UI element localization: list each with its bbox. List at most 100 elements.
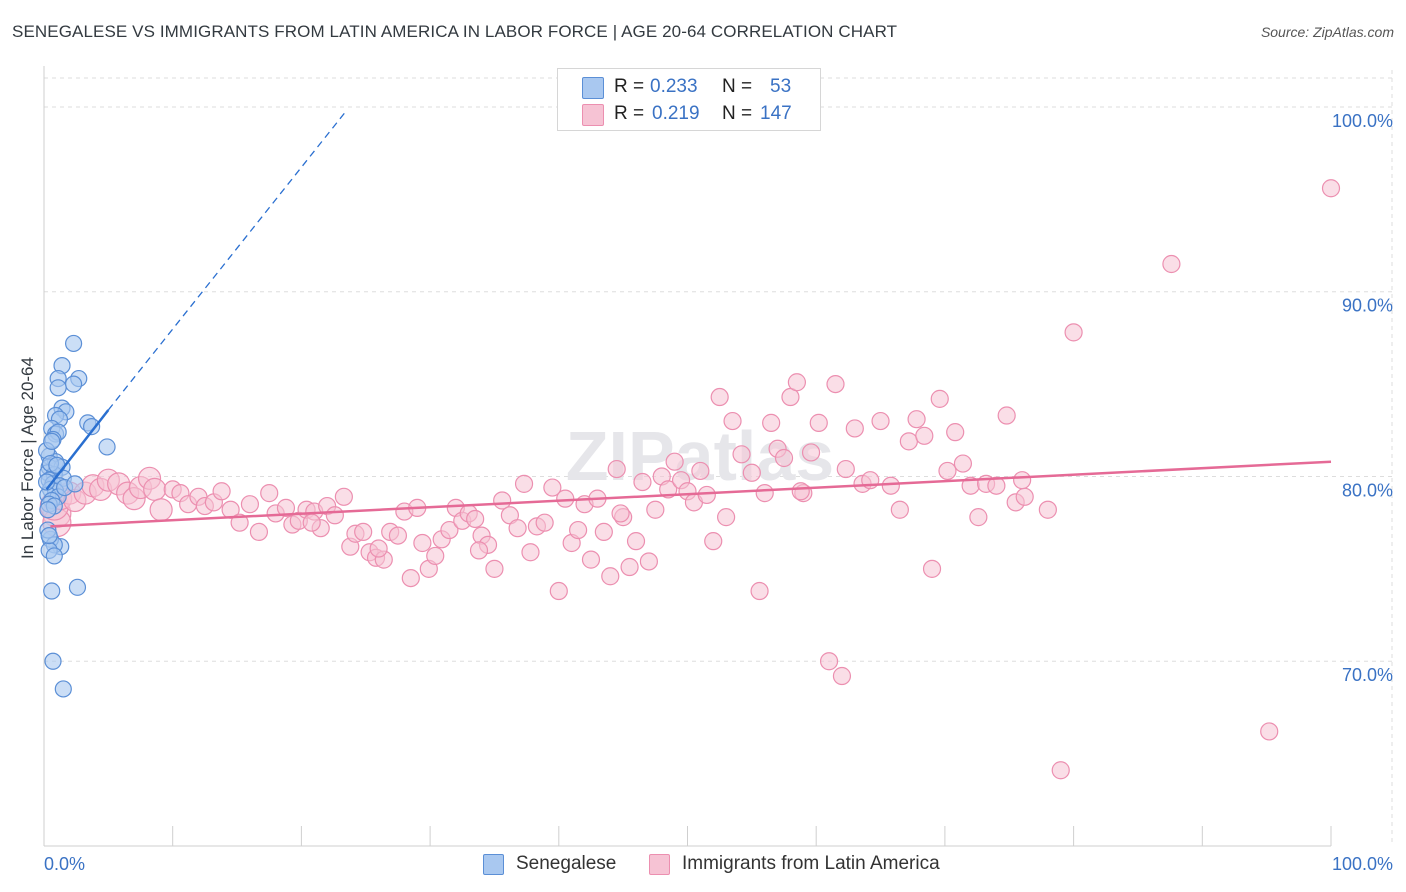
data-point-latin-america xyxy=(413,533,432,553)
data-point-latin-america xyxy=(1064,323,1083,342)
data-point-latin-america xyxy=(704,532,723,551)
data-point-latin-america xyxy=(907,410,926,429)
legend-n-label: N = xyxy=(722,103,753,124)
data-point-senegalese xyxy=(98,438,116,456)
data-point-latin-america xyxy=(620,557,639,577)
data-point-senegalese xyxy=(39,501,57,519)
data-point-latin-america xyxy=(723,411,742,431)
data-point-latin-america xyxy=(665,452,684,471)
data-point-latin-america xyxy=(930,389,949,408)
data-point-senegalese xyxy=(65,375,83,393)
data-point-latin-america xyxy=(230,513,249,532)
data-point-latin-america xyxy=(832,666,852,686)
data-point-latin-america xyxy=(819,652,839,671)
data-point-latin-america xyxy=(969,508,988,527)
data-point-latin-america xyxy=(845,419,864,438)
data-point-latin-america xyxy=(611,504,630,523)
data-point-senegalese xyxy=(44,652,62,670)
legend-swatch-pink xyxy=(582,104,604,126)
data-point-latin-america xyxy=(717,508,736,527)
data-point-latin-america xyxy=(543,478,562,497)
y-axis-label: In Labor Force | Age 20-64 xyxy=(18,357,37,559)
data-point-latin-america xyxy=(890,500,909,519)
legend-label-latin-america: Immigrants from Latin America xyxy=(682,853,940,874)
data-point-latin-america xyxy=(607,459,626,479)
data-point-latin-america xyxy=(836,459,855,479)
data-point-latin-america xyxy=(212,482,231,501)
data-point-latin-america xyxy=(302,513,321,532)
data-point-latin-america xyxy=(249,522,269,542)
data-point-latin-america xyxy=(1051,761,1070,780)
data-point-latin-america xyxy=(639,552,658,571)
data-point-senegalese xyxy=(83,417,101,436)
legend-r-label: R = xyxy=(614,103,645,124)
y-tick-labels: 70.0% 80.0% 90.0% 100.0% xyxy=(1332,111,1393,685)
data-point-latin-america xyxy=(469,541,489,560)
data-point-senegalese xyxy=(68,578,87,596)
data-point-latin-america xyxy=(774,448,794,468)
legend-item-senegalese: Senegalese xyxy=(483,852,616,876)
legend-swatch-pink xyxy=(649,853,670,875)
data-point-latin-america xyxy=(938,461,957,481)
data-point-latin-america xyxy=(325,506,344,525)
watermark: ZIPatlas xyxy=(566,417,834,495)
trend-lines xyxy=(45,110,1332,528)
correlation-legend: R = 0.233 N = 53 R = 0.219 N = 147 xyxy=(557,68,821,131)
data-point-latin-america xyxy=(881,476,900,495)
data-point-latin-america xyxy=(697,485,716,505)
data-point-senegalese xyxy=(43,432,61,450)
data-point-latin-america xyxy=(809,413,828,432)
legend-r-label: R = xyxy=(614,76,645,97)
data-point-latin-america xyxy=(521,543,540,562)
data-point-latin-america xyxy=(354,522,373,542)
data-point-latin-america xyxy=(922,559,942,578)
data-point-latin-america xyxy=(742,463,761,482)
data-point-latin-america xyxy=(276,498,296,517)
source-label: Source: ZipAtlas.com xyxy=(1260,24,1394,40)
data-point-latin-america xyxy=(508,519,527,538)
data-point-latin-america xyxy=(334,487,353,506)
data-point-latin-america xyxy=(388,526,408,545)
legend-item-latin-america: Immigrants from Latin America xyxy=(649,852,940,876)
data-point-latin-america xyxy=(1162,254,1181,274)
data-point-latin-america xyxy=(953,454,973,473)
data-point-senegalese xyxy=(40,526,58,545)
data-point-latin-america xyxy=(801,443,821,462)
data-point-latin-america xyxy=(691,461,710,481)
data-point-latin-america xyxy=(946,423,965,442)
data-point-latin-america xyxy=(369,539,388,558)
data-point-latin-america xyxy=(871,411,890,431)
chart-title: SENEGALESE VS IMMIGRANTS FROM LATIN AMER… xyxy=(12,22,898,41)
data-point-latin-america xyxy=(633,472,652,492)
data-point-latin-america xyxy=(987,476,1006,495)
data-point-latin-america xyxy=(401,568,420,588)
data-point-senegalese xyxy=(45,547,63,565)
data-point-latin-america xyxy=(646,500,665,519)
data-point-latin-america xyxy=(549,581,568,601)
legend-r-value: 0.233 xyxy=(650,76,698,97)
legend-r-value: 0.219 xyxy=(652,103,700,124)
data-point-latin-america xyxy=(514,474,534,493)
data-point-latin-america xyxy=(149,498,173,522)
data-point-latin-america xyxy=(1038,500,1057,519)
data-point-latin-america xyxy=(581,550,601,569)
y-tick-label: 70.0% xyxy=(1342,665,1393,685)
data-point-latin-america xyxy=(260,484,279,503)
data-point-latin-america xyxy=(485,559,504,578)
trend-line-latin-america xyxy=(50,460,1332,528)
data-point-latin-america xyxy=(899,432,918,451)
data-point-latin-america xyxy=(997,406,1016,425)
data-point-latin-america xyxy=(466,509,485,529)
data-point-latin-america xyxy=(1013,471,1032,490)
x-tick-label: 0.0% xyxy=(44,854,85,874)
data-point-senegalese xyxy=(54,680,72,698)
trend-line-senegalese xyxy=(45,409,110,491)
x-tick-labels: 0.0% 100.0% xyxy=(44,854,1393,874)
data-point-latin-america xyxy=(535,513,554,532)
data-point-latin-america xyxy=(626,532,646,551)
data-point-latin-america xyxy=(732,445,751,464)
legend-n-label: N = xyxy=(722,76,753,97)
senegalese-points xyxy=(37,334,116,698)
data-point-latin-america xyxy=(750,581,769,601)
